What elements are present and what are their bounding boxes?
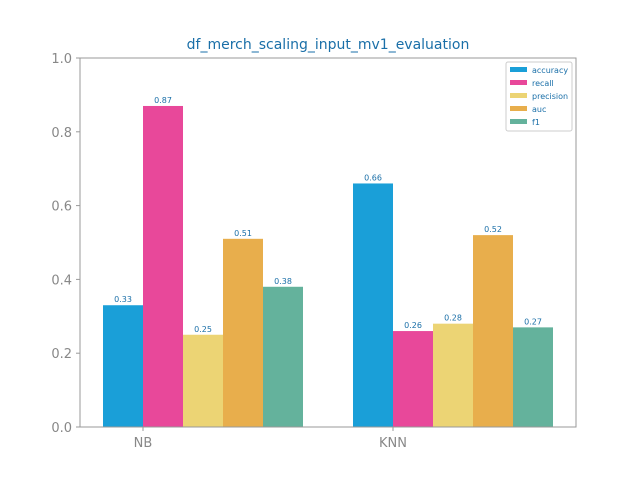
data-label: 0.87	[154, 96, 172, 105]
legend-label-recall: recall	[532, 79, 554, 88]
y-tick-label: 0.2	[51, 347, 72, 362]
y-tick-label: 0.0	[51, 421, 72, 436]
legend-label-auc: auc	[532, 105, 546, 114]
legend-label-f1: f1	[532, 118, 540, 127]
y-tick-label: 0.4	[51, 273, 72, 288]
data-label: 0.66	[364, 173, 382, 182]
legend-swatch-recall	[510, 80, 527, 85]
legend-label-precision: precision	[532, 92, 568, 101]
bar-auc-knn	[473, 235, 513, 427]
bar-f1-knn	[513, 327, 553, 427]
bar-accuracy-knn	[353, 183, 393, 427]
legend-swatch-f1	[510, 119, 527, 124]
data-label: 0.25	[194, 325, 212, 334]
legend-box	[505, 61, 573, 132]
bar-recall-knn	[393, 331, 433, 427]
bar-f1-nb	[263, 286, 303, 427]
legend: accuracy recall precision auc f1	[505, 61, 573, 132]
legend-swatch-precision	[510, 93, 527, 98]
plot-frame	[79, 57, 577, 428]
bar-precision-nb	[183, 334, 223, 427]
data-label: 0.27	[524, 317, 542, 326]
data-label: 0.38	[274, 277, 292, 286]
y-tick-label: 1.0	[51, 52, 72, 67]
data-label: 0.52	[484, 225, 502, 234]
plot-area: 0.33 0.66 0.87 0.26 0.25 0.28 0.51 0.52 0.38 0.27	[103, 96, 553, 427]
bar-accuracy-nb	[103, 305, 143, 427]
chart-title: df_merch_scaling_input_mv1_evaluation	[187, 37, 470, 53]
legend-swatch-accuracy	[510, 67, 527, 72]
y-tick-label: 0.6	[51, 200, 72, 215]
data-label: 0.51	[234, 229, 252, 238]
legend-swatch-auc	[510, 106, 527, 111]
x-tick-label: NB	[134, 436, 153, 451]
data-label: 0.33	[114, 295, 132, 304]
bar-auc-nb	[223, 238, 263, 427]
y-tick-label: 0.8	[51, 126, 72, 141]
data-label: 0.26	[404, 321, 422, 330]
legend-label-accuracy: accuracy	[532, 66, 568, 75]
bar-recall-nb	[143, 105, 183, 427]
axes: 0.0 0.2 0.4 0.6 0.8 1.0 NB KNN	[51, 52, 577, 451]
x-tick-label: KNN	[379, 436, 407, 451]
data-label: 0.28	[444, 314, 462, 323]
bar-precision-knn	[433, 323, 473, 427]
